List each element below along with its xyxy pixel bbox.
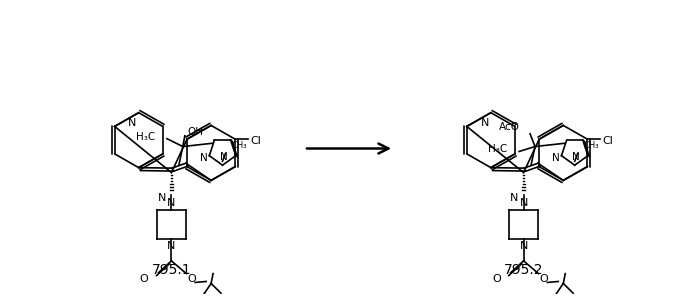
- Text: N: N: [168, 198, 176, 208]
- Text: N: N: [572, 152, 579, 162]
- Text: N: N: [200, 153, 207, 163]
- Text: H₃C: H₃C: [136, 132, 155, 142]
- Text: N: N: [510, 193, 519, 203]
- Text: CH₃: CH₃: [584, 141, 599, 150]
- Text: N: N: [168, 241, 176, 251]
- Text: N: N: [158, 193, 166, 203]
- Text: Cl: Cl: [602, 136, 613, 146]
- Text: N: N: [128, 118, 137, 128]
- Text: 795.1: 795.1: [151, 263, 191, 277]
- Text: N: N: [519, 198, 528, 208]
- Text: H₃C: H₃C: [488, 144, 507, 154]
- Text: O: O: [492, 274, 500, 284]
- Text: OH: OH: [188, 127, 204, 137]
- Text: N: N: [551, 153, 560, 163]
- Text: 795.2: 795.2: [504, 263, 543, 277]
- Text: AcO: AcO: [499, 122, 520, 132]
- Text: Cl: Cl: [250, 136, 261, 146]
- Text: N: N: [220, 152, 228, 162]
- Text: O: O: [187, 274, 195, 284]
- Text: N: N: [480, 118, 489, 128]
- Text: CH₃: CH₃: [232, 141, 247, 150]
- Text: O: O: [539, 274, 548, 284]
- Text: N: N: [519, 241, 528, 251]
- Text: O: O: [140, 274, 149, 284]
